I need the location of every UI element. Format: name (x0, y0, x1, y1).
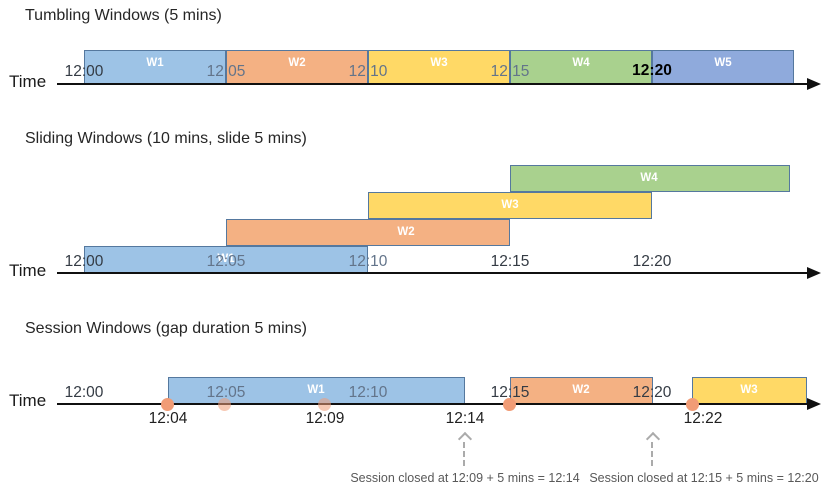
tumbling-tick: 12:10 (348, 63, 388, 80)
sliding-window-label: W4 (640, 172, 658, 184)
up-arrow-icon (457, 431, 473, 447)
tumbling-axis-arrowhead-icon (807, 78, 821, 90)
sliding-window-w2 (226, 219, 510, 246)
event-time-label: 12:09 (305, 410, 345, 427)
dashed-arrow-stem (463, 442, 465, 466)
sliding-axis-label: Time (9, 261, 47, 280)
tumbling-window-label: W1 (146, 57, 164, 69)
sliding-tick: 12:15 (490, 253, 530, 270)
session-tick: 12:20 (632, 384, 672, 401)
tumbling-window-label: W2 (288, 57, 306, 69)
tumbling-tick: 12:00 (64, 63, 104, 80)
tumbling-window-w2 (226, 50, 368, 84)
tumbling-tick: 12:20 (632, 62, 672, 79)
session-tick: 12:10 (348, 384, 388, 401)
tumbling-axis-label: Time (9, 72, 47, 91)
session-annotation: Session closed at 12:09 + 5 mins = 12:14 (350, 471, 580, 485)
up-arrow-icon (645, 431, 661, 447)
sliding-tick: 12:05 (206, 253, 246, 270)
session-window-w3 (692, 377, 807, 404)
sliding-window-label: W2 (397, 226, 415, 238)
tumbling-window-label: W5 (714, 57, 732, 69)
tumbling-window-label: W3 (430, 57, 448, 69)
dashed-arrow-stem (651, 442, 653, 466)
tumbling-time-axis (57, 83, 809, 85)
sliding-time-axis (57, 272, 809, 274)
session-window-label: W1 (307, 384, 325, 396)
event-time-label: 12:04 (148, 410, 188, 427)
session-window-label: W3 (740, 384, 758, 396)
sliding-window-label: W3 (501, 199, 519, 211)
tumbling-tick: 12:15 (490, 63, 530, 80)
sliding-window-label: W1 (217, 253, 235, 265)
sliding-tick: 12:20 (632, 253, 672, 270)
session-window-label: W2 (572, 384, 590, 396)
session-tick: 12:15 (490, 384, 530, 401)
event-dot (686, 398, 699, 411)
sliding-tick: 12:00 (64, 253, 104, 270)
sliding-window-w4 (510, 165, 790, 192)
tumbling-window-label: W4 (572, 57, 590, 69)
sliding-window-w1 (84, 246, 368, 273)
session-tick: 12:00 (64, 384, 104, 401)
session-time-axis (57, 403, 809, 405)
tumbling-window-w1 (84, 50, 226, 84)
session-title: Session Windows (gap duration 5 mins) (25, 320, 307, 337)
session-axis-label: Time (9, 391, 47, 410)
sliding-axis-arrowhead-icon (807, 267, 821, 279)
event-time-label: 12:14 (445, 410, 485, 427)
sliding-window-w3 (368, 192, 652, 219)
event-dot (318, 398, 331, 411)
event-time-label: 12:22 (683, 410, 723, 427)
tumbling-window-w4 (510, 50, 652, 84)
tumbling-tick: 12:05 (206, 63, 246, 80)
event-dot (503, 398, 516, 411)
event-dot (218, 398, 231, 411)
event-dot (161, 398, 174, 411)
tumbling-title: Tumbling Windows (5 mins) (25, 7, 222, 24)
sliding-tick: 12:10 (348, 253, 388, 270)
sliding-title: Sliding Windows (10 mins, slide 5 mins) (25, 130, 307, 147)
session-axis-arrowhead-icon (807, 398, 821, 410)
session-annotation: Session closed at 12:15 + 5 mins = 12:20 (589, 471, 819, 485)
session-tick: 12:05 (206, 384, 246, 401)
session-window-w1 (168, 377, 465, 404)
